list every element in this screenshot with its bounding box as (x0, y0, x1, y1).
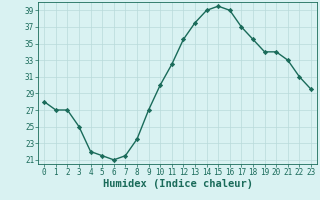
X-axis label: Humidex (Indice chaleur): Humidex (Indice chaleur) (103, 179, 252, 189)
